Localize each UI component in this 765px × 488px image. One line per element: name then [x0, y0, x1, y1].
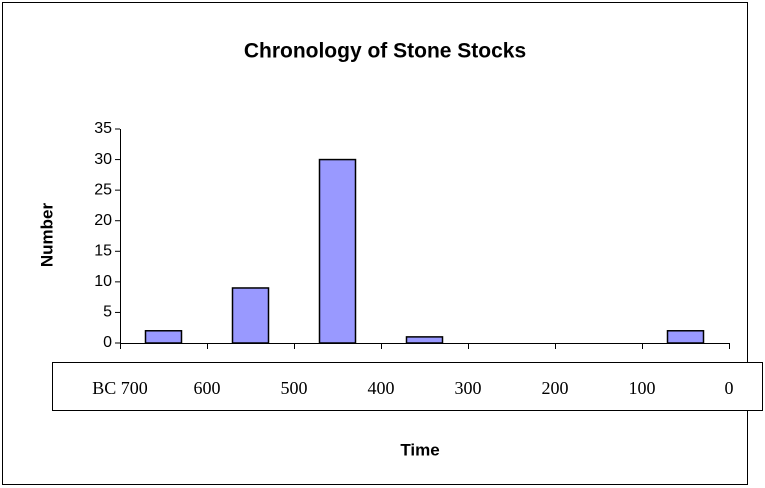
x-tick-label: 100: [629, 378, 656, 398]
y-tick-label: 30: [94, 151, 112, 168]
x-tick-label: 500: [281, 378, 308, 398]
y-tick-label: 5: [103, 304, 112, 321]
chart-frame: [2, 2, 748, 485]
bar: [405, 336, 444, 344]
y-tick-label: 25: [94, 181, 112, 198]
x-tick-label: 200: [542, 378, 569, 398]
y-tick-label: 10: [94, 273, 112, 290]
x-tick-label: 0: [725, 378, 734, 398]
x-axis-title: Time: [400, 440, 439, 459]
x-tick-label: 400: [368, 378, 395, 398]
y-axis-title: Number: [37, 203, 56, 268]
y-tick-label: 15: [94, 243, 112, 260]
bar: [144, 330, 183, 344]
x-tick-label: 300: [455, 378, 482, 398]
bar: [666, 330, 705, 344]
x-tick-label: 600: [194, 378, 221, 398]
chart-title: Chronology of Stone Stocks: [244, 40, 526, 63]
x-label-box: [52, 362, 763, 411]
bar: [318, 158, 357, 344]
x-tick-label: BC 700: [92, 378, 148, 398]
bar: [231, 287, 270, 344]
y-tick-label: 20: [94, 212, 112, 229]
y-tick-label: 0: [103, 334, 112, 351]
y-tick-label: 35: [94, 120, 112, 137]
